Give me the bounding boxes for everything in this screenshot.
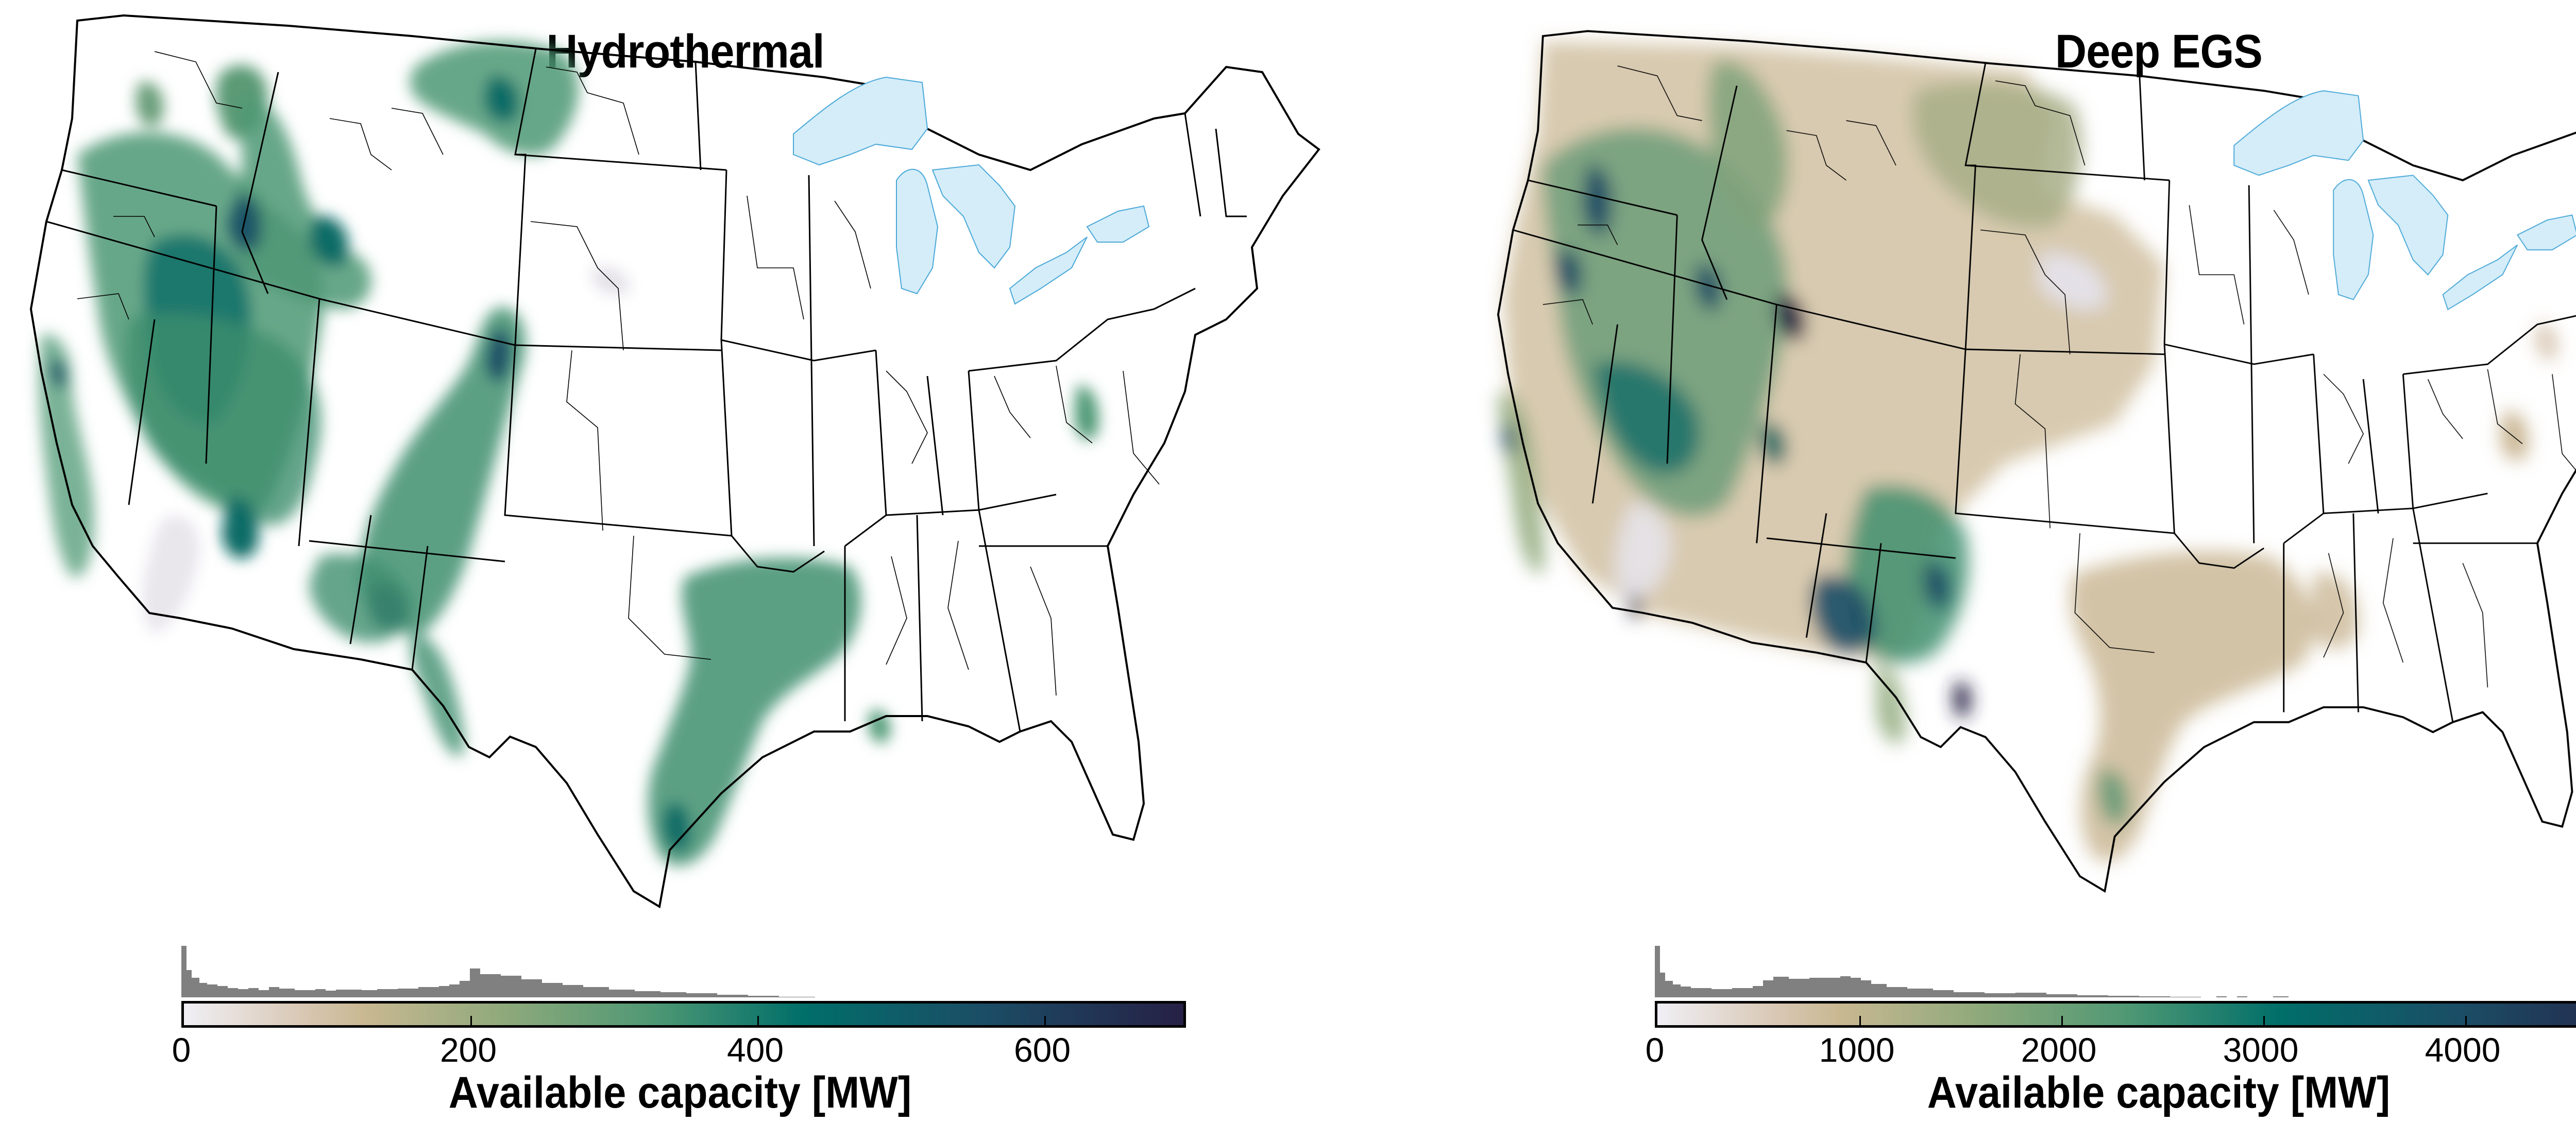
colorbar-tick — [757, 1016, 759, 1025]
great-lakes — [2233, 90, 2576, 311]
colorbar-tick — [1044, 1016, 1046, 1025]
great-lakes — [793, 76, 1150, 305]
tick-label: 0 — [1645, 1031, 1665, 1069]
capacity-heatmap — [1498, 41, 2557, 862]
tick-label: 2000 — [2021, 1031, 2097, 1069]
state-boundaries — [46, 48, 1247, 732]
tick-label: 0 — [172, 1031, 191, 1069]
us-outline — [1497, 30, 2576, 893]
panel-title: Hydrothermal — [546, 25, 824, 78]
tick-label: 600 — [1013, 1031, 1071, 1069]
tick-label: 4000 — [2425, 1031, 2501, 1069]
tick-label: 200 — [439, 1031, 497, 1069]
us-outline — [29, 14, 1320, 909]
tick-label: 1000 — [1819, 1031, 1895, 1069]
value-histogram — [1655, 946, 2289, 997]
balancing-area-boundaries — [77, 51, 1160, 696]
colorbar-tick — [1859, 1016, 1861, 1025]
colorbar-label: Available capacity [MW] — [448, 1068, 912, 1117]
tick-label: 3000 — [2223, 1031, 2299, 1069]
balancing-area-boundaries — [1543, 65, 2576, 688]
colorbar-tick — [2465, 1016, 2467, 1025]
colorbar-tick — [2263, 1016, 2265, 1025]
colorbar — [181, 1001, 1186, 1028]
colorbar-label: Available capacity [MW] — [1927, 1068, 2391, 1117]
us-map-deep-egs — [1497, 30, 2576, 893]
hydrothermal-panel: Hydrothermal — [29, 14, 1320, 1117]
panel-title: Deep EGS — [2055, 25, 2263, 78]
state-boundaries — [1513, 63, 2576, 723]
capacity-heatmap — [39, 41, 1099, 866]
colorbar — [1655, 1001, 2576, 1028]
colorbar-tick — [2061, 1016, 2063, 1025]
value-histogram — [181, 946, 815, 997]
tick-label: 400 — [726, 1031, 784, 1069]
colorbar-tick — [470, 1016, 472, 1025]
us-map-hydrothermal — [29, 14, 1320, 909]
deep-egs-panel: Deep EGS — [1468, 0, 2576, 1139]
